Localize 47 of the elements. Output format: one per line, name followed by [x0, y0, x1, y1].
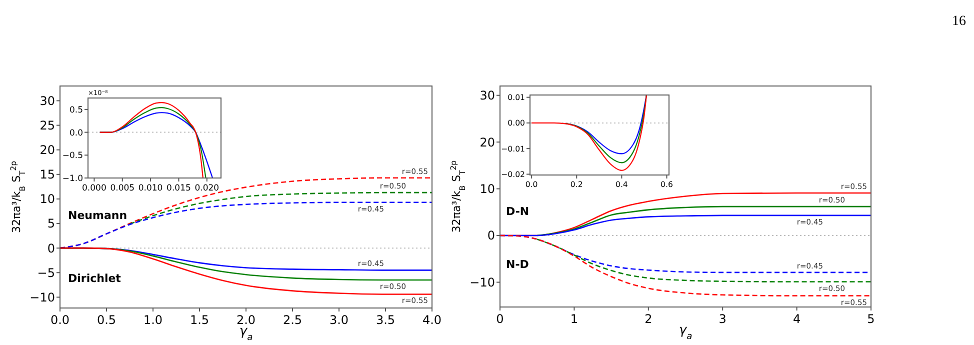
x-tick-label: 0.005	[110, 184, 135, 194]
x-tick-label: 5	[867, 312, 875, 326]
x-tick-label: 1.0	[143, 313, 163, 327]
text: 16	[952, 14, 966, 29]
y-tick-label: −1.0	[62, 174, 83, 184]
line-series	[536, 238, 872, 282]
y-tick-label: 10	[40, 192, 55, 206]
y-tick-label: −0.5	[62, 151, 83, 162]
y-tick-label: 15	[40, 168, 55, 182]
x-tick-label: 3.5	[376, 313, 396, 327]
x-tick-label: 0.000	[82, 184, 106, 194]
y-tick-label: −10	[470, 275, 495, 290]
x-axis-title: γ$_{a}$	[678, 323, 692, 342]
y-tick-label: 0.5	[69, 105, 83, 116]
x-tick-label: 2	[644, 312, 652, 326]
annotation: D-N	[506, 204, 530, 218]
x-tick-label: 0.015	[166, 184, 191, 194]
annotation: Dirichlet	[68, 272, 121, 285]
x-tick-label: 2.0	[236, 313, 256, 327]
annotation: N-D	[506, 258, 529, 271]
line-series	[129, 192, 433, 225]
x-tick-label: 0.020	[194, 184, 220, 194]
x-tick-label: 3.0	[329, 313, 349, 327]
x-tick-label: 2.5	[282, 313, 302, 327]
y-tick-label: 25	[40, 118, 55, 132]
y-tick-label: 30	[480, 88, 495, 103]
y-tick-label: 20	[40, 143, 55, 158]
y-tick-label: 30	[40, 94, 55, 108]
y-tick-label: 10	[480, 182, 495, 196]
y-tick-label: −10	[30, 290, 55, 304]
y-tick-label: 0	[47, 241, 55, 256]
x-axis-title: γ$_{a}$	[239, 324, 253, 343]
x-tick-label: 1	[570, 312, 578, 326]
line-series	[531, 94, 648, 171]
y-tick-label: 0.0	[69, 128, 83, 138]
y-tick-label: 20	[480, 135, 495, 150]
x-tick-label: 0.5	[96, 313, 116, 327]
x-tick-label: 0.010	[138, 184, 163, 194]
y-tick-label: −5	[37, 266, 55, 280]
y-tick-label: 0	[487, 228, 495, 243]
y-tick-label: 5	[47, 216, 55, 231]
line-series	[536, 206, 872, 236]
annotation: Neumann	[68, 208, 128, 222]
x-tick-label: 4	[792, 312, 801, 326]
x-tick-label: 4.0	[422, 313, 442, 327]
x-tick-label: 3	[718, 312, 726, 326]
x-tick-label: 1.5	[190, 313, 210, 327]
